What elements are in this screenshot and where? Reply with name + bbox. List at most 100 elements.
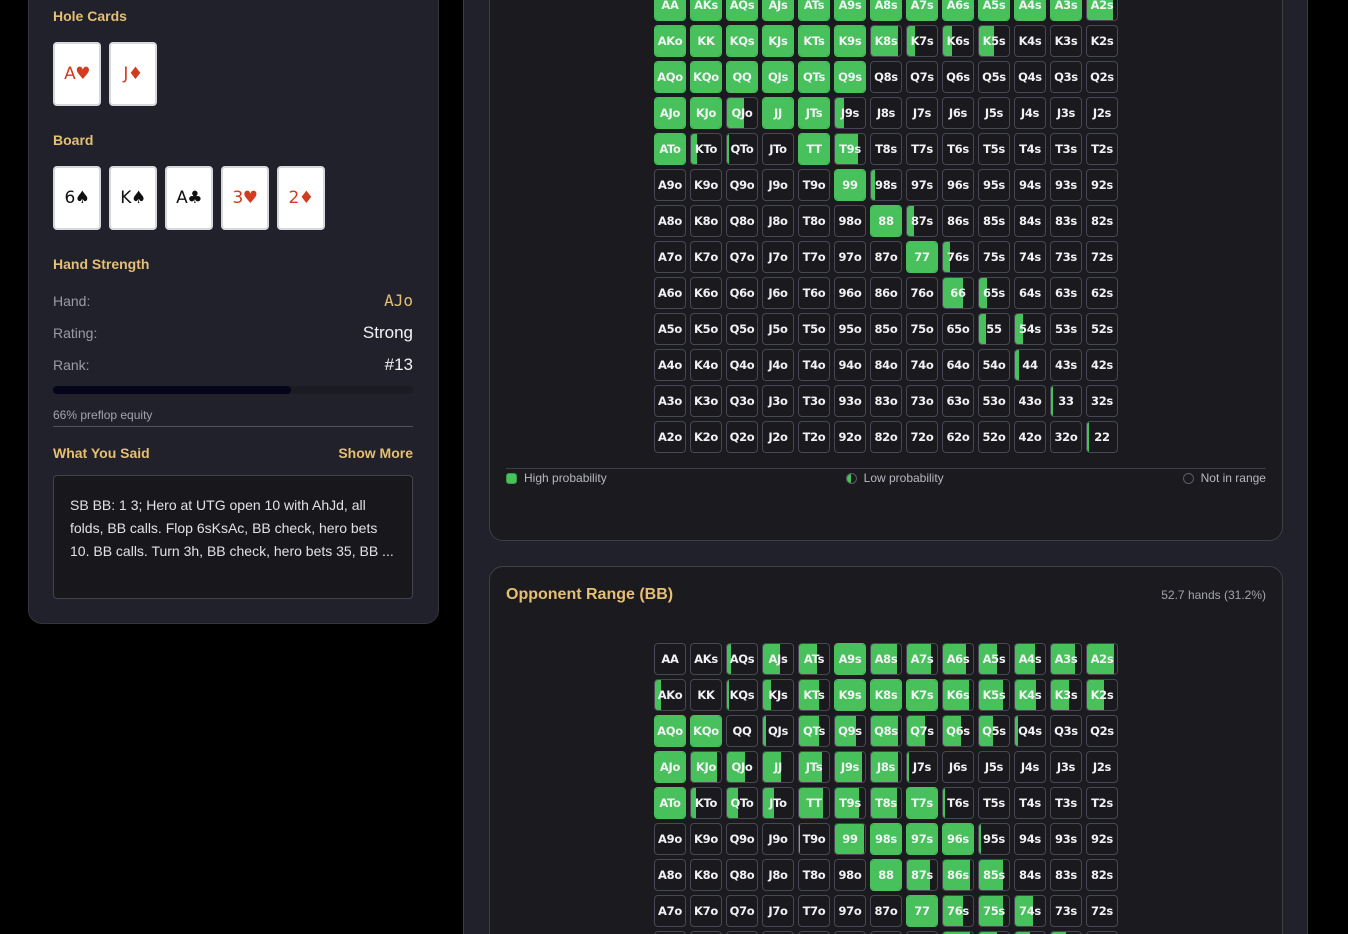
range-cell-T7s[interactable]: T7s <box>906 133 938 165</box>
range-cell-Q8s[interactable]: Q8s <box>870 715 902 747</box>
range-cell-A2s[interactable]: A2s <box>1086 643 1118 675</box>
range-cell-A6o[interactable]: A6o <box>654 931 686 934</box>
range-cell-AQo[interactable]: AQo <box>654 61 686 93</box>
range-cell-Q2s[interactable]: Q2s <box>1086 61 1118 93</box>
range-cell-77[interactable]: 77 <box>906 241 938 273</box>
range-cell-J5s[interactable]: J5s <box>978 97 1010 129</box>
range-cell-KQo[interactable]: KQo <box>690 61 722 93</box>
range-cell-J6s[interactable]: J6s <box>942 97 974 129</box>
range-cell-T2o[interactable]: T2o <box>798 421 830 453</box>
range-cell-66[interactable]: 66 <box>942 277 974 309</box>
range-cell-Q6s[interactable]: Q6s <box>942 715 974 747</box>
range-cell-K4s[interactable]: K4s <box>1014 25 1046 57</box>
range-cell-J2s[interactable]: J2s <box>1086 97 1118 129</box>
range-cell-95s[interactable]: 95s <box>978 169 1010 201</box>
range-cell-K3s[interactable]: K3s <box>1050 679 1082 711</box>
range-cell-92s[interactable]: 92s <box>1086 169 1118 201</box>
range-cell-86o[interactable]: 86o <box>870 931 902 934</box>
range-cell-TT[interactable]: TT <box>798 133 830 165</box>
range-cell-AQs[interactable]: AQs <box>726 0 758 21</box>
range-cell-AKo[interactable]: AKo <box>654 25 686 57</box>
range-cell-93o[interactable]: 93o <box>834 385 866 417</box>
range-cell-85s[interactable]: 85s <box>978 859 1010 891</box>
range-cell-A2o[interactable]: A2o <box>654 421 686 453</box>
range-cell-JTo[interactable]: JTo <box>762 787 794 819</box>
range-cell-Q8o[interactable]: Q8o <box>726 205 758 237</box>
range-cell-J8o[interactable]: J8o <box>762 205 794 237</box>
range-cell-A3o[interactable]: A3o <box>654 385 686 417</box>
range-cell-Q2s[interactable]: Q2s <box>1086 715 1118 747</box>
range-cell-K9o[interactable]: K9o <box>690 169 722 201</box>
range-cell-KJs[interactable]: KJs <box>762 25 794 57</box>
range-cell-22[interactable]: 22 <box>1086 421 1118 453</box>
range-cell-43s[interactable]: 43s <box>1050 349 1082 381</box>
range-cell-92o[interactable]: 92o <box>834 421 866 453</box>
range-cell-A9o[interactable]: A9o <box>654 169 686 201</box>
range-cell-54o[interactable]: 54o <box>978 349 1010 381</box>
range-cell-AJs[interactable]: AJs <box>762 0 794 21</box>
range-cell-A7s[interactable]: A7s <box>906 0 938 21</box>
range-cell-76s[interactable]: 76s <box>942 895 974 927</box>
range-cell-K6o[interactable]: K6o <box>690 931 722 934</box>
range-cell-Q9s[interactable]: Q9s <box>834 715 866 747</box>
range-cell-A2s[interactable]: A2s <box>1086 0 1118 21</box>
range-cell-K8s[interactable]: K8s <box>870 25 902 57</box>
range-cell-J3s[interactable]: J3s <box>1050 97 1082 129</box>
range-cell-T7o[interactable]: T7o <box>798 241 830 273</box>
range-cell-65s[interactable]: 65s <box>978 931 1010 934</box>
range-cell-33[interactable]: 33 <box>1050 385 1082 417</box>
range-cell-J7o[interactable]: J7o <box>762 241 794 273</box>
range-cell-T2s[interactable]: T2s <box>1086 787 1118 819</box>
range-cell-KTo[interactable]: KTo <box>690 133 722 165</box>
range-cell-Q6o[interactable]: Q6o <box>726 277 758 309</box>
range-cell-72o[interactable]: 72o <box>906 421 938 453</box>
range-cell-J4s[interactable]: J4s <box>1014 751 1046 783</box>
range-cell-T4s[interactable]: T4s <box>1014 133 1046 165</box>
range-cell-85o[interactable]: 85o <box>870 313 902 345</box>
range-cell-J4o[interactable]: J4o <box>762 349 794 381</box>
range-cell-43o[interactable]: 43o <box>1014 385 1046 417</box>
range-cell-T6o[interactable]: T6o <box>798 277 830 309</box>
range-cell-96o[interactable]: 96o <box>834 931 866 934</box>
range-cell-A4s[interactable]: A4s <box>1014 643 1046 675</box>
range-cell-T5s[interactable]: T5s <box>978 787 1010 819</box>
range-cell-K2o[interactable]: K2o <box>690 421 722 453</box>
range-cell-K7s[interactable]: K7s <box>906 25 938 57</box>
range-cell-K9s[interactable]: K9s <box>834 25 866 57</box>
range-cell-Q4s[interactable]: Q4s <box>1014 61 1046 93</box>
range-cell-72s[interactable]: 72s <box>1086 895 1118 927</box>
range-cell-T9o[interactable]: T9o <box>798 823 830 855</box>
range-cell-A7s[interactable]: A7s <box>906 643 938 675</box>
range-cell-K9o[interactable]: K9o <box>690 823 722 855</box>
range-cell-93s[interactable]: 93s <box>1050 823 1082 855</box>
range-cell-Q5o[interactable]: Q5o <box>726 313 758 345</box>
range-cell-Q2o[interactable]: Q2o <box>726 421 758 453</box>
range-cell-97o[interactable]: 97o <box>834 895 866 927</box>
range-cell-A7o[interactable]: A7o <box>654 895 686 927</box>
range-cell-87s[interactable]: 87s <box>906 205 938 237</box>
range-cell-AKo[interactable]: AKo <box>654 679 686 711</box>
range-cell-87o[interactable]: 87o <box>870 241 902 273</box>
range-cell-QJo[interactable]: QJo <box>726 751 758 783</box>
range-cell-84s[interactable]: 84s <box>1014 859 1046 891</box>
range-cell-J2o[interactable]: J2o <box>762 421 794 453</box>
range-cell-42o[interactable]: 42o <box>1014 421 1046 453</box>
range-cell-T6s[interactable]: T6s <box>942 133 974 165</box>
range-cell-T9o[interactable]: T9o <box>798 169 830 201</box>
range-cell-K8o[interactable]: K8o <box>690 205 722 237</box>
range-cell-63s[interactable]: 63s <box>1050 931 1082 934</box>
range-cell-ATs[interactable]: ATs <box>798 0 830 21</box>
range-cell-A8o[interactable]: A8o <box>654 859 686 891</box>
range-cell-A8s[interactable]: A8s <box>870 0 902 21</box>
range-cell-97o[interactable]: 97o <box>834 241 866 273</box>
range-cell-75o[interactable]: 75o <box>906 313 938 345</box>
range-cell-94o[interactable]: 94o <box>834 349 866 381</box>
range-cell-52o[interactable]: 52o <box>978 421 1010 453</box>
range-cell-K8s[interactable]: K8s <box>870 679 902 711</box>
range-cell-64o[interactable]: 64o <box>942 349 974 381</box>
range-cell-J8s[interactable]: J8s <box>870 751 902 783</box>
range-cell-KJo[interactable]: KJo <box>690 97 722 129</box>
range-cell-JTs[interactable]: JTs <box>798 97 830 129</box>
range-cell-KK[interactable]: KK <box>690 25 722 57</box>
range-cell-T3s[interactable]: T3s <box>1050 787 1082 819</box>
